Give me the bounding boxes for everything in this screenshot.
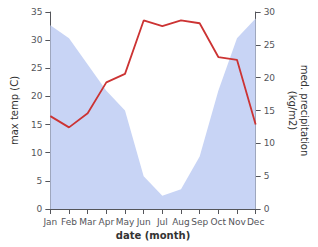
svg-text:Jul: Jul: [156, 217, 168, 227]
svg-text:Jun: Jun: [136, 217, 151, 227]
svg-text:20: 20: [264, 73, 276, 83]
svg-text:10: 10: [264, 138, 276, 148]
svg-text:20: 20: [31, 91, 43, 101]
svg-text:(kg/m2): (kg/m2): [287, 91, 298, 131]
svg-text:Nov: Nov: [228, 217, 246, 227]
svg-text:max temp (C): max temp (C): [9, 76, 20, 145]
svg-text:0: 0: [37, 204, 43, 214]
svg-text:35: 35: [31, 7, 42, 17]
svg-text:15: 15: [264, 106, 275, 116]
svg-text:Oct: Oct: [211, 217, 227, 227]
svg-text:May: May: [116, 217, 135, 227]
svg-text:Dec: Dec: [247, 217, 264, 227]
svg-text:Apr: Apr: [99, 217, 115, 227]
svg-text:Mar: Mar: [79, 217, 96, 227]
svg-text:5: 5: [264, 171, 270, 181]
svg-text:Feb: Feb: [61, 217, 77, 227]
svg-text:25: 25: [264, 40, 275, 50]
svg-text:25: 25: [31, 63, 42, 73]
svg-text:date (month): date (month): [116, 230, 190, 241]
svg-text:5: 5: [37, 176, 43, 186]
svg-text:30: 30: [31, 35, 43, 45]
svg-text:med. precipitation: med. precipitation: [299, 65, 310, 157]
svg-text:Jan: Jan: [42, 217, 57, 227]
svg-text:10: 10: [31, 148, 43, 158]
svg-text:0: 0: [264, 204, 270, 214]
svg-text:Aug: Aug: [172, 217, 190, 227]
svg-text:30: 30: [264, 7, 276, 17]
svg-text:15: 15: [31, 120, 42, 130]
svg-text:Sep: Sep: [191, 217, 208, 227]
